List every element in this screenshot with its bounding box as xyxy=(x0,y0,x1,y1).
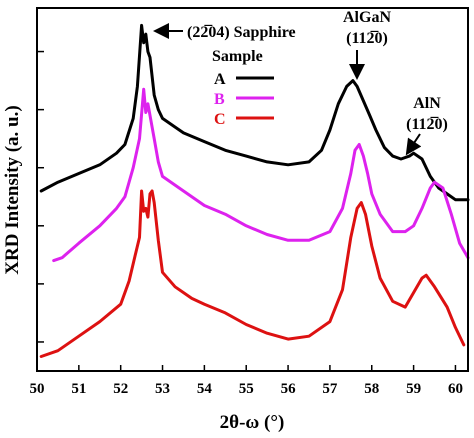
legend-label-c: C xyxy=(214,111,226,128)
annotation-aln-line2: (112̅0) xyxy=(406,115,448,133)
x-tick-label: 50 xyxy=(30,381,45,397)
legend-title: Sample xyxy=(212,48,263,65)
x-tick-label: 51 xyxy=(71,381,86,397)
y-axis-label: XRD Intensity (a. u.) xyxy=(2,105,23,274)
x-tick-label: 59 xyxy=(406,381,421,397)
plot-area xyxy=(39,23,470,358)
legend-label-a: A xyxy=(214,71,226,88)
annotation-algan-line1: AlGaN xyxy=(343,9,391,26)
series-line-b xyxy=(52,87,470,263)
annotation-sapphire-text: (22̅04) Sapphire xyxy=(187,23,296,41)
x-tick-label: 52 xyxy=(113,381,128,397)
x-axis-ticks: 50 51 52 53 54 55 56 57 58 59 60 xyxy=(30,365,463,397)
series-line-c xyxy=(39,189,466,358)
x-tick-label: 56 xyxy=(281,381,297,397)
annotation-aln-arrow xyxy=(405,133,422,156)
x-tick-label: 55 xyxy=(239,381,254,397)
x-axis-label: 2θ-ω (°) xyxy=(220,412,285,433)
annotation-aln-line1: AlN xyxy=(413,95,441,112)
annotation-sapphire: (22̅04) Sapphire xyxy=(153,23,296,41)
x-tick-label: 60 xyxy=(448,381,463,397)
x-tick-label: 58 xyxy=(364,381,379,397)
series-line-a xyxy=(39,23,470,202)
legend-label-b: B xyxy=(214,91,225,108)
x-tick-label: 57 xyxy=(322,381,338,397)
y-axis-ticks xyxy=(37,50,44,343)
x-tick-label: 54 xyxy=(197,381,213,397)
x-tick-label: 53 xyxy=(155,381,170,397)
plot-frame xyxy=(36,7,469,372)
annotation-aln: AlN (112̅0) xyxy=(405,95,448,156)
annotation-algan: AlGaN (112̅0) xyxy=(343,9,391,80)
legend: Sample A B C xyxy=(212,48,274,128)
annotation-algan-line2: (112̅0) xyxy=(346,29,388,47)
